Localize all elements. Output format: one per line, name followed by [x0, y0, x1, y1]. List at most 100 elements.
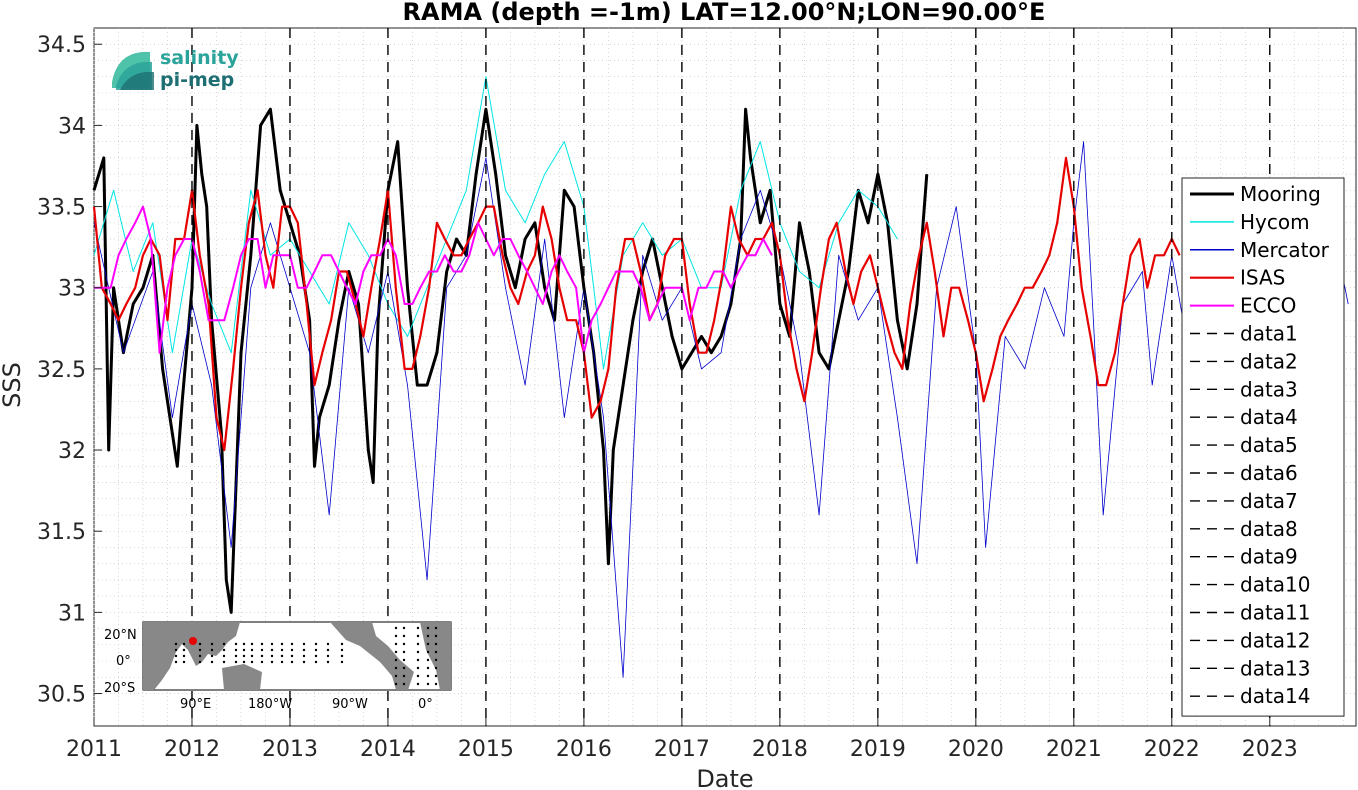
mooring-dot: [182, 654, 186, 658]
mooring-dot: [182, 660, 186, 664]
continent-australia: [222, 664, 262, 690]
mooring-dot: [394, 666, 398, 670]
legend-label-data10: data10: [1240, 573, 1311, 597]
map-lon-tick-1: 180°W: [248, 697, 292, 712]
x-tick-label-1: 2012: [164, 737, 220, 762]
legend-box: [1181, 177, 1345, 717]
y-tick-label-3: 32: [58, 439, 86, 464]
mooring-dot: [260, 654, 264, 658]
y-tick-label-4: 32.5: [37, 358, 86, 383]
mooring-dot: [290, 660, 294, 664]
mooring-dot: [198, 642, 202, 646]
mooring-dot: [326, 654, 330, 658]
mooring-dot: [416, 682, 420, 686]
mooring-dot: [426, 674, 430, 678]
mooring-dot: [210, 648, 214, 652]
legend-label-data13: data13: [1240, 656, 1311, 680]
mooring-dot: [260, 660, 264, 664]
x-tick-label-0: 2011: [66, 737, 122, 762]
mooring-dot: [290, 642, 294, 646]
mooring-dot: [234, 642, 238, 646]
mooring-dot: [416, 666, 420, 670]
mooring-dot: [402, 666, 406, 670]
mooring-dot: [280, 648, 284, 652]
x-tick-label-6: 2017: [654, 737, 710, 762]
mooring-dot: [234, 648, 238, 652]
legend-label-data2: data2: [1240, 349, 1298, 373]
salinity-pi-mep-logo: salinity pi-mep: [112, 47, 239, 91]
mooring-dot: [314, 642, 318, 646]
chart-title: RAMA (depth =-1m) LAT=12.00°N;LON=90.00°…: [403, 0, 1046, 26]
mooring-dot: [434, 626, 438, 630]
mooring-dot: [270, 648, 274, 652]
legend-label-data14: data14: [1240, 684, 1311, 708]
legend-label-hycom: Hycom: [1240, 210, 1310, 234]
grid: [93, 28, 1356, 726]
legend-label-isas: ISAS: [1240, 266, 1285, 290]
mooring-dot: [250, 642, 254, 646]
mooring-dot: [340, 648, 344, 652]
mooring-dot: [434, 650, 438, 654]
legend-label-data9: data9: [1240, 545, 1298, 569]
mooring-dot: [426, 666, 430, 670]
mooring-dot: [416, 674, 420, 678]
legend-label-data1: data1: [1240, 322, 1298, 346]
legend-label-data4: data4: [1240, 405, 1298, 429]
mooring-dot: [402, 642, 406, 646]
series-line-isas: [92, 156, 1181, 452]
mooring-dot: [402, 674, 406, 678]
mooring-dot: [416, 626, 420, 630]
mooring-dot: [402, 658, 406, 662]
mooring-dot: [394, 642, 398, 646]
y-axis-label: SSS: [0, 362, 26, 408]
x-tick-label-8: 2019: [850, 737, 906, 762]
mooring-dot: [314, 648, 318, 652]
mooring-dot: [402, 626, 406, 630]
map-lon-tick-2: 90°W: [332, 697, 368, 712]
mooring-dot: [270, 654, 274, 658]
mooring-dot: [280, 642, 284, 646]
mooring-dot: [242, 654, 246, 658]
mooring-dot: [314, 654, 318, 658]
mooring-dot: [394, 626, 398, 630]
mooring-dot: [340, 654, 344, 658]
mooring-dot: [290, 654, 294, 658]
mooring-dot: [280, 654, 284, 658]
mooring-dot: [426, 634, 430, 638]
mooring-dot: [434, 634, 438, 638]
mooring-dot: [260, 648, 264, 652]
x-tick-label-5: 2016: [556, 737, 612, 762]
x-tick-label-4: 2015: [458, 737, 514, 762]
mooring-dot: [250, 660, 254, 664]
mooring-dot: [434, 642, 438, 646]
mooring-dot: [280, 660, 284, 664]
continent-africa-asia: [143, 622, 240, 690]
legend-label-data5: data5: [1240, 433, 1298, 457]
plot-frame: [93, 27, 1357, 727]
mooring-dot: [326, 660, 330, 664]
legend-label-mooring: Mooring: [1240, 182, 1321, 206]
x-tick-label-9: 2020: [948, 737, 1004, 762]
mooring-dot: [270, 642, 274, 646]
x-tick-label-3: 2014: [360, 737, 416, 762]
legend-label-data8: data8: [1240, 517, 1298, 541]
mooring-dot: [260, 642, 264, 646]
mooring-dot: [416, 650, 420, 654]
y-tick-label-7: 34: [58, 114, 86, 139]
mooring-dot: [434, 666, 438, 670]
mooring-dot: [174, 642, 178, 646]
mooring-dot: [250, 654, 254, 658]
legend: Mooring Hycom Mercator ISAS ECCO data1 data2 da…: [1181, 177, 1345, 717]
plot-area: [93, 27, 1357, 727]
legend-label-mercator: Mercator: [1240, 238, 1330, 262]
y-tick-label-2: 31.5: [37, 520, 86, 545]
mooring-dot: [394, 658, 398, 662]
mooring-dot: [416, 658, 420, 662]
y-tick-label-1: 31: [58, 601, 86, 626]
mooring-dots: [174, 626, 438, 686]
series-line-mercator: [93, 141, 1349, 678]
mooring-dot: [210, 660, 214, 664]
legend-label-data7: data7: [1240, 489, 1298, 513]
mooring-dot: [394, 682, 398, 686]
mooring-dot: [302, 654, 306, 658]
